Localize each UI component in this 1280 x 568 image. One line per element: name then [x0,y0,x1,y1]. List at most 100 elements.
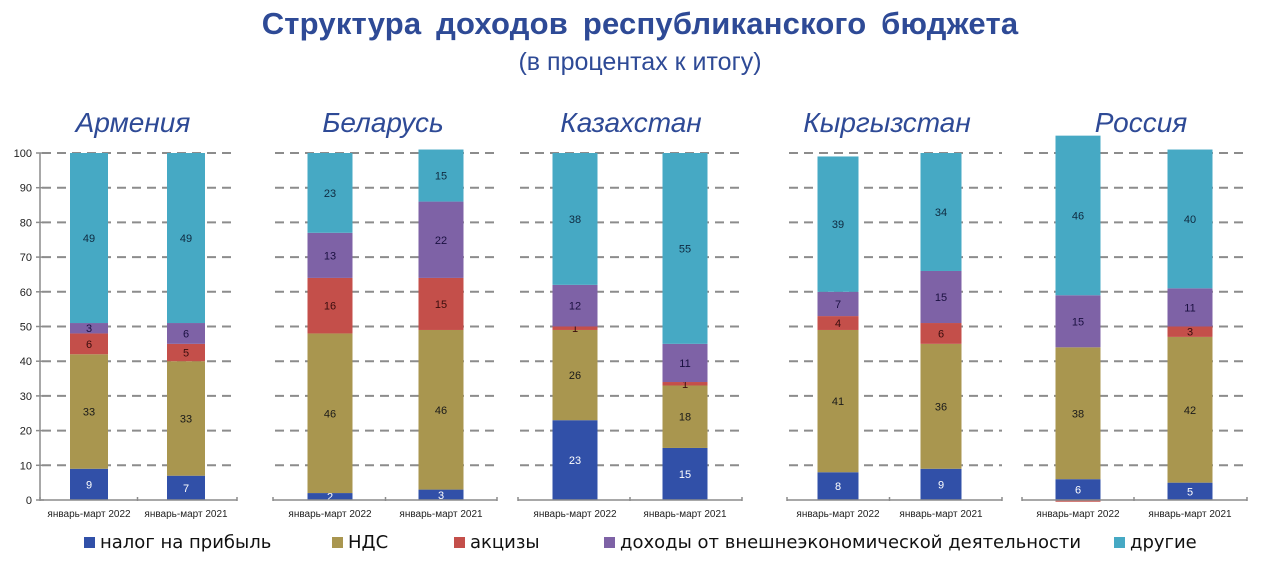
data-label: 49 [83,233,95,245]
legend-item-foreign-trade: доходы от внешнеэкономической деятельнос… [604,532,1081,553]
y-tick-label: 20 [20,426,32,438]
bar-segment-excise [662,382,708,386]
x-tick-label: январь-март 2021 [899,509,983,520]
bar-segment-excise [307,277,353,334]
data-label: 46 [435,405,447,417]
bar-segment-profit-tax [70,468,108,500]
bar-segment-vat [920,343,962,469]
data-label: 38 [569,214,581,226]
data-label: 1 [682,379,688,391]
y-tick-label: 40 [20,356,32,368]
y-tick-label: 80 [20,217,32,229]
x-tick-label: январь-март 2021 [1148,509,1232,520]
legend-label: НДС [348,531,389,553]
legend-label: акцизы [470,531,540,553]
data-label: 15 [679,469,691,481]
bar-segment-excise [552,326,598,330]
x-tick-label: январь-март 2022 [47,509,131,520]
bar-segment-profit-tax [920,468,962,500]
data-label: 46 [324,408,336,420]
bar-segment-vat [552,329,598,421]
bar-segment-other [1167,149,1213,289]
data-label: 8 [835,481,841,493]
data-label: 3 [438,490,444,502]
data-label: 7 [835,299,841,311]
data-label: 5 [1187,486,1193,498]
legend-item-profit-tax: налог на прибыль [84,532,271,553]
data-label: 23 [324,188,336,200]
bar-segment-vat [662,385,708,448]
data-label: 6 [86,339,92,351]
bar-segment-profit-tax [307,493,353,500]
chart-title: Структура доходов республиканского бюдже… [261,6,1019,41]
data-label: 41 [832,396,844,408]
bar-segment-profit-tax [662,447,708,500]
y-tick-label: 100 [14,148,32,160]
bar-segment-profit-tax [1055,479,1101,500]
bar-segment-profit-tax [552,420,598,500]
data-label: 3 [1187,327,1193,339]
y-tick-label: 90 [20,183,32,195]
bar-segment-other [307,153,353,233]
bar-segment-profit-tax [1167,482,1213,500]
bar-segment-other [70,153,108,324]
panel-title: Казахстан [560,107,701,138]
data-label: 7 [183,483,189,495]
data-label: 33 [83,407,95,419]
bar-segment-other [1055,135,1101,296]
x-tick-label: январь-март 2022 [533,509,617,520]
legend-label: другие [1130,531,1197,553]
data-label: 40 [1184,214,1196,226]
legend-label: доходы от внешнеэкономической деятельнос… [620,531,1082,553]
legend-item-vat: НДС [332,532,388,553]
legend-item-other: другие [1114,532,1197,553]
bar-segment-profit-tax [167,475,205,500]
data-label: 33 [180,413,192,425]
legend-swatch [1114,536,1125,548]
y-tick-label: 0 [26,495,32,507]
data-label: 13 [324,250,336,262]
chart-subtitle: (в процентах к итогу) [518,48,762,76]
data-label: 11 [679,358,690,370]
data-label: 18 [679,412,691,424]
data-label: 6 [1075,485,1081,497]
data-label: 6 [183,328,189,340]
bar-segment-foreign-trade [70,323,108,334]
panel-title: Армения [74,107,191,138]
data-label: 9 [86,479,92,491]
bar-segment-foreign-trade [307,232,353,278]
bar-segment-vat [418,329,464,490]
bar-segment-foreign-trade [167,323,205,344]
legend-label: налог на прибыль [100,531,272,553]
bar-segment-other [817,156,859,292]
x-tick-label: январь-март 2022 [1036,509,1120,520]
x-tick-label: январь-март 2022 [288,509,372,520]
y-tick-label: 50 [20,322,32,334]
data-label: 46 [1072,210,1084,222]
x-tick-label: январь-март 2021 [399,509,483,520]
bar-segment-excise [167,343,205,362]
data-label: 2 [327,492,333,504]
y-tick-label: 60 [20,287,32,299]
data-label: 15 [935,292,947,304]
bar-segment-foreign-trade [662,343,708,383]
data-label: 5 [183,348,189,360]
data-label: 22 [435,235,447,247]
data-label: 9 [938,479,944,491]
data-label: 15 [435,171,447,183]
x-tick-label: январь-март 2022 [796,509,880,520]
data-label: 49 [180,233,192,245]
panel-title: Россия [1095,107,1188,138]
bar-segment-other [167,153,205,324]
bar-segment-profit-tax [418,489,464,500]
bar-segment-vat [307,333,353,494]
legend-swatch [84,536,95,548]
data-label: 36 [935,401,947,413]
bar-segment-other [418,149,464,202]
bar-segment-vat [70,354,108,469]
bar-segment-foreign-trade [1055,295,1101,348]
bar-segment-foreign-trade [1167,288,1213,327]
data-label: 15 [1072,316,1084,328]
data-label: 34 [935,207,947,219]
